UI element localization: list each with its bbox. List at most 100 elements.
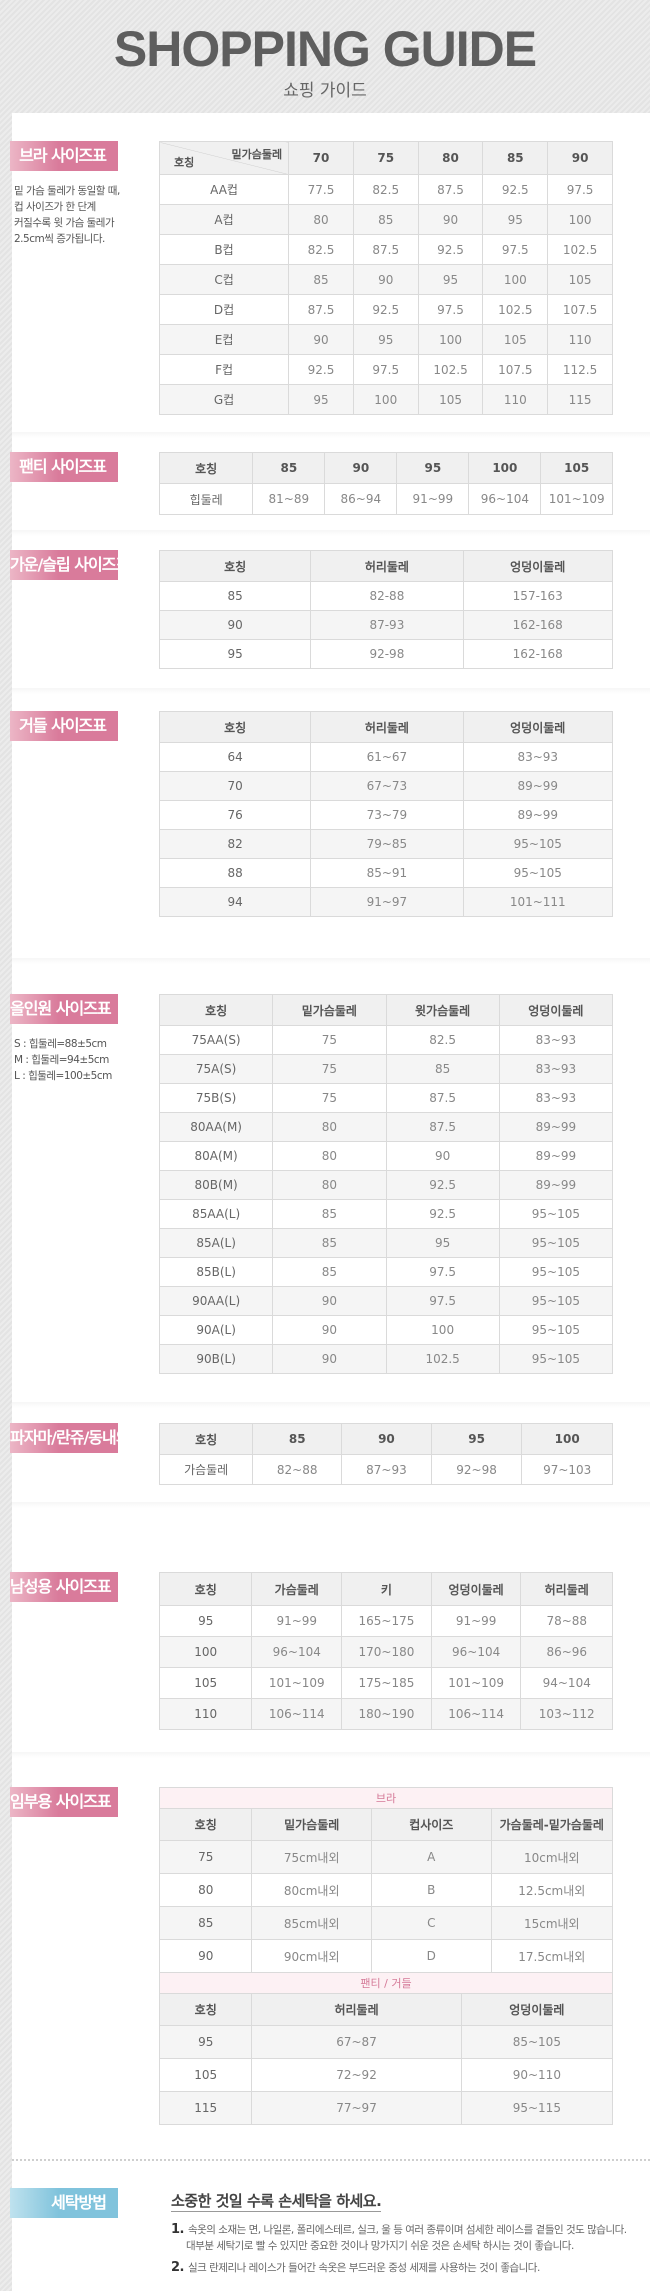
table-cell: 94 [158, 887, 312, 917]
table-cell: 82.5 [352, 174, 419, 205]
table-cell: 92.5 [482, 174, 549, 205]
column-header: 100 [521, 1423, 613, 1455]
section-label: 임부용 사이즈표 [10, 1787, 118, 1817]
table-cell: 95~105 [498, 1315, 614, 1345]
table-cell: 90cm내외 [251, 1939, 372, 1973]
table-cell: 89~99 [498, 1141, 614, 1171]
table-cell: 79~85 [310, 829, 464, 859]
washing-divider [12, 2159, 650, 2161]
table-cell: 95 [288, 384, 354, 415]
table-cell: 100 [547, 204, 613, 235]
table-cell: 107.5 [547, 294, 613, 325]
table-cell: 88 [158, 858, 312, 888]
table-cell: 87.5 [288, 294, 354, 325]
table-cell: 97.5 [385, 1257, 500, 1287]
table-row: 115 77~97 95~115 [158, 2091, 614, 2125]
table-cell: 90 [272, 1315, 387, 1345]
table-cell: 100 [385, 1315, 500, 1345]
table-row: 64 61~67 83~93 [158, 742, 613, 772]
table-cell: 75cm내외 [251, 1840, 372, 1874]
table-cell: 95~105 [498, 1257, 614, 1287]
column-header: 호칭 [158, 1993, 253, 2026]
table-cell: 90B(L) [158, 1344, 274, 1374]
column-header: 85 [252, 452, 326, 484]
table-row: G컵 95 100 105 110 115 [158, 384, 613, 415]
table-cell: 85cm내외 [251, 1906, 372, 1940]
table-cell: 83~93 [498, 1025, 614, 1055]
table-cell: 75 [272, 1054, 387, 1084]
table-cell: 102.5 [547, 234, 613, 265]
column-header: 엉덩이둘레 [462, 550, 613, 582]
column-header: 105 [540, 452, 613, 484]
table-cell: 89~99 [462, 800, 613, 830]
table-row: 82 79~85 95~105 [158, 829, 613, 859]
table-cell: AA컵 [158, 174, 290, 205]
table-cell: 86~94 [324, 483, 398, 515]
table-cell: 105 [417, 384, 484, 415]
table-cell: 91~99 [251, 1605, 343, 1637]
table-cell: 90 [352, 264, 419, 295]
header-row: 호칭 허리둘레 엉덩이둘레 [158, 711, 613, 743]
table-cell: 162-168 [462, 639, 613, 669]
table-cell: 94~104 [520, 1667, 613, 1699]
table-cell: 102.5 [482, 294, 549, 325]
table-cell: 100 [158, 1636, 253, 1668]
size-table-men: 호칭 가슴둘레 키 엉덩이둘레 허리둘레 95 91~99 165~175 91~99 78~88… [158, 1572, 613, 1730]
column-header: 80 [417, 141, 484, 175]
table-cell: 78~88 [520, 1605, 613, 1637]
table-cell: 80cm내외 [251, 1873, 372, 1907]
column-header: 95 [396, 452, 470, 484]
column-header: 90 [341, 1423, 432, 1455]
table-cell: 103~112 [520, 1698, 613, 1730]
table-row: E컵 90 95 100 105 110 [158, 324, 613, 355]
table-cell: 85 [272, 1199, 387, 1229]
table-cell: 92~98 [430, 1454, 523, 1485]
header-row: 밑가슴둘레 호칭 70 75 80 85 90 [158, 141, 613, 175]
table-cell: 80 [272, 1141, 387, 1171]
table-cell: 90 [272, 1344, 387, 1374]
section-divider [12, 1752, 650, 1758]
column-header: 허리둘레 [310, 711, 464, 743]
table-cell: 162-168 [462, 610, 613, 640]
table-cell: 100 [417, 324, 484, 355]
column-header: 호칭 [158, 550, 312, 582]
table-cell: 87.5 [417, 174, 484, 205]
group-title: 브라 [159, 1787, 613, 1809]
table-row: 90AA(L) 90 97.5 95~105 [158, 1286, 614, 1316]
table-row: AA컵 77.5 82.5 87.5 92.5 97.5 [158, 174, 613, 205]
table-cell: 112.5 [547, 354, 613, 385]
table-row: 70 67~73 89~99 [158, 771, 613, 801]
table-row: 80AA(M) 80 87.5 89~99 [158, 1112, 614, 1142]
table-cell: 101~109 [540, 483, 613, 515]
table-cell: 92.5 [352, 294, 419, 325]
size-table-gown: 호칭 허리둘레 엉덩이둘레 85 82-88 157-163 90 87-93 162-168 9… [158, 550, 613, 669]
table-cell: 85~105 [460, 2025, 614, 2059]
table-cell: 101~109 [251, 1667, 343, 1699]
table-cell: 96~104 [430, 1636, 522, 1668]
table-cell: 89~99 [462, 771, 613, 801]
note-line: 커질수록 윗 가슴 둘레가 [14, 217, 115, 229]
table-row: A컵 80 85 90 95 100 [158, 204, 613, 235]
table-cell: 87.5 [385, 1083, 500, 1113]
table-cell: 80AA(M) [158, 1112, 274, 1142]
table-cell: B컵 [158, 234, 290, 265]
table-cell: 85~91 [310, 858, 464, 888]
table-cell: 91~99 [396, 483, 470, 515]
table-cell: 91~99 [430, 1605, 522, 1637]
section-divider [12, 1502, 650, 1508]
header-row: 호칭 허리둘레 엉덩이둘레 [158, 1993, 614, 2026]
table-cell: 106~114 [251, 1698, 343, 1730]
diagonal-bottom-label: 호칭 [174, 156, 195, 169]
table-cell: 80B(M) [158, 1170, 274, 1200]
item-number: 2. [171, 2260, 184, 2275]
table-cell: D컵 [158, 294, 290, 325]
section-note: 밑 가슴 둘레가 동일할 때, 컵 사이즈가 한 단계 커질수록 윗 가슴 둘레가 2… [14, 183, 120, 247]
table-cell: 165~175 [341, 1605, 432, 1637]
table-row: 90 87-93 162-168 [158, 610, 613, 640]
table-cell: 95~105 [498, 1228, 614, 1258]
column-header: 70 [288, 141, 354, 175]
table-cell: 95 [158, 2025, 253, 2059]
table-cell: 80 [158, 1873, 253, 1907]
table-cell: 90 [385, 1141, 500, 1171]
column-header: 85 [252, 1423, 343, 1455]
